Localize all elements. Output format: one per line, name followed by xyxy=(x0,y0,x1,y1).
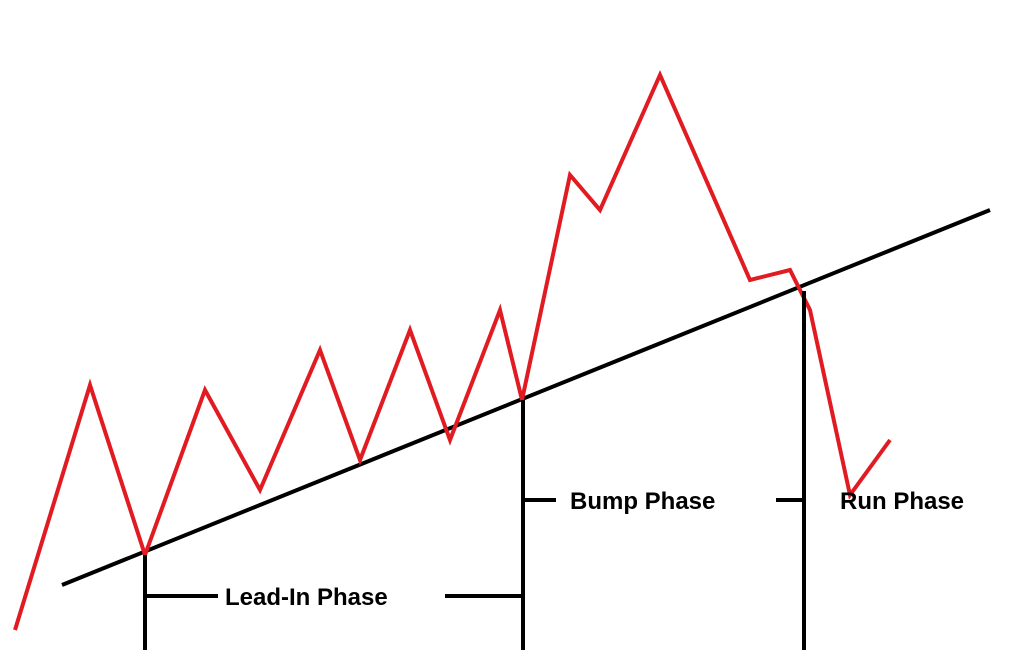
label-run: Run Phase xyxy=(840,488,964,516)
chart-stage: Lead-In Phase Bump Phase Run Phase xyxy=(0,0,1024,668)
label-bump: Bump Phase xyxy=(570,488,715,516)
chart-svg xyxy=(0,0,1024,668)
label-lead-in: Lead-In Phase xyxy=(225,584,388,612)
